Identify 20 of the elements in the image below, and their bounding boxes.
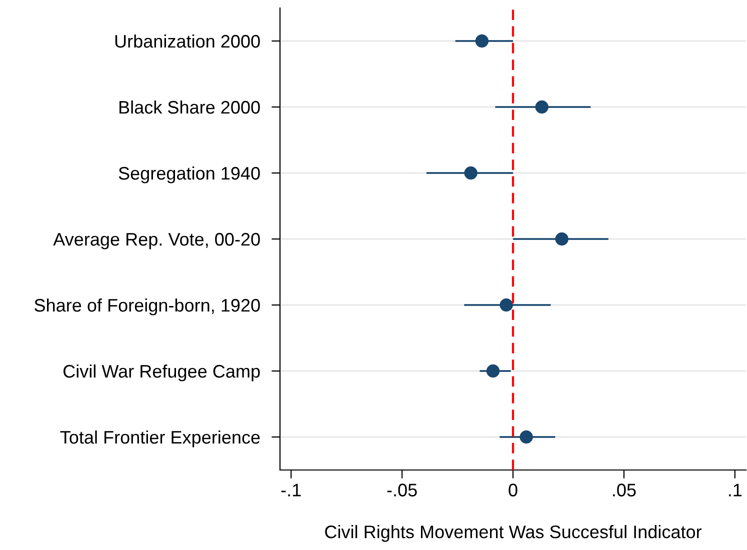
y-tick-label: Civil War Refugee Camp [63,364,260,382]
x-axis-title: Civil Rights Movement Was Succesful Indicator [325,525,702,542]
y-tick-label: Segregation 1940 [118,166,260,184]
point [464,166,478,180]
y-tick-label: Total Frontier Experience [60,430,260,448]
point [486,364,500,378]
y-tick-label: Share of Foreign-born, 1920 [34,298,260,316]
x-tick-label: -.05 [387,484,417,496]
point [535,100,548,114]
point [475,34,489,48]
x-tick-label: -.1 [281,484,301,496]
point [555,232,568,246]
x-tick-label: .05 [613,484,636,496]
y-tick-label: Average Rep. Vote, 00-20 [53,232,260,250]
point [520,430,533,444]
x-tick-label: 0 [508,484,518,496]
x-tick-label: .1 [729,484,742,496]
point [500,298,513,312]
y-tick-label: Urbanization 2000 [115,34,260,48]
y-tick-label: Black Share 2000 [120,100,260,114]
